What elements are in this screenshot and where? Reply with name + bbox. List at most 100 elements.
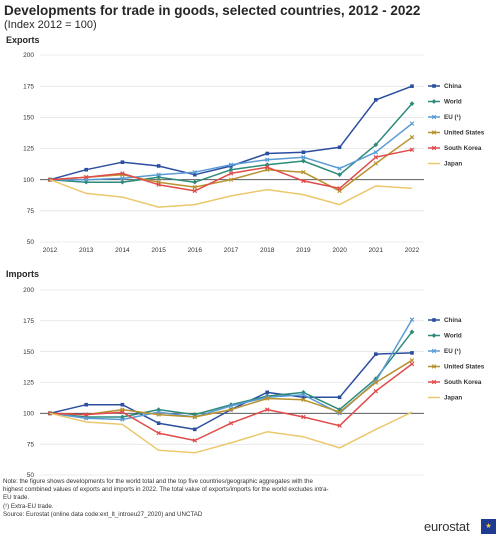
data-point [301,158,306,164]
legend-label: South Korea [444,145,482,152]
y-tick-label: 175 [23,83,34,90]
data-point [410,84,414,88]
data-point [265,151,269,156]
data-point [301,395,306,400]
data-point [409,147,415,152]
y-tick-label: 75 [27,441,35,448]
x-tick-label: 2013 [79,247,94,254]
data-point [337,423,342,428]
data-point [83,179,89,185]
data-point [192,188,198,194]
data-point [337,166,342,171]
x-tick-label: 2019 [296,247,311,254]
x-tick-label: 2016 [188,247,203,254]
legend-label: Japan [444,161,462,168]
data-point [228,420,234,426]
data-point [337,172,342,178]
y-tick-label: 150 [23,349,34,356]
legend-marker [431,130,437,135]
legend-label: EU (¹) [444,114,461,121]
data-point [409,361,415,367]
data-point [301,178,306,184]
data-point [374,98,378,102]
y-tick-label: 125 [23,380,34,387]
data-point [83,416,89,421]
charts-area: Exports 50 75 100 125 150 175 200 2012 2013 2014 20… [6,35,485,478]
data-point [84,402,88,407]
series-line [49,352,413,431]
data-point [228,177,234,182]
data-point [156,412,161,417]
legend-marker [432,84,436,88]
data-point [301,155,306,160]
legend-marker [431,99,437,104]
data-point [156,421,161,425]
y-tick-label: 125 [23,146,34,153]
data-point [228,403,234,409]
y-tick-label: 50 [27,472,35,478]
x-tick-label: 2021 [369,247,384,254]
data-point [373,142,379,148]
data-point [120,409,125,415]
eurostat-logo: eurostat ★ [424,518,498,538]
x-tick-label: 2022 [405,247,420,254]
note-text: Note: the figure shows developments for … [3,478,329,502]
data-point [84,167,88,172]
data-point [228,407,234,412]
panel-title: Imports [6,269,39,279]
x-tick-label: 2020 [332,247,347,254]
legend-marker [431,333,437,338]
data-point [373,161,379,166]
data-point [264,396,270,401]
data-point [156,172,161,177]
page-title: Developments for trade in goods, selecte… [4,3,421,18]
data-point [120,402,125,407]
legend-marker [431,348,437,354]
data-point [373,388,379,394]
data-point [120,179,125,185]
data-point [301,392,306,398]
data-point [337,186,342,191]
logo-text: eurostat [424,519,470,534]
y-tick-label: 200 [23,52,34,59]
data-point [337,395,342,400]
data-point [374,352,378,356]
data-point [301,414,306,420]
legend-marker [432,318,436,322]
data-point [301,150,306,155]
data-point [193,427,197,432]
data-point [120,171,125,176]
notes: Note: the figure shows developments for … [3,478,333,519]
data-point [264,164,270,170]
data-point [264,407,270,412]
data-point [120,414,125,420]
source-text: Source: Eurostat (online data code:ext_l… [3,510,203,518]
data-point [301,397,306,402]
data-point [156,164,161,168]
data-point [265,390,269,395]
legend-marker [431,145,437,151]
data-point [373,155,379,160]
legend-label: China [444,317,462,324]
y-tick-label: 100 [23,411,34,418]
star-icon: ★ [485,523,492,530]
legend-marker [431,364,437,369]
legend-label: World [444,99,462,106]
data-point [229,164,233,168]
data-point [264,157,270,162]
data-point [120,417,125,422]
data-point [301,169,306,175]
legend-label: United States [444,364,485,371]
data-point [373,150,379,155]
data-point [409,329,415,335]
legend-marker [431,379,437,385]
data-point [409,121,415,126]
x-tick-label: 2014 [115,247,130,254]
data-point [192,169,198,175]
data-point [120,160,125,165]
y-tick-label: 75 [27,208,35,215]
series-line [49,178,413,208]
x-tick-label: 2017 [224,247,239,254]
data-point [409,358,415,363]
data-point [228,167,234,173]
